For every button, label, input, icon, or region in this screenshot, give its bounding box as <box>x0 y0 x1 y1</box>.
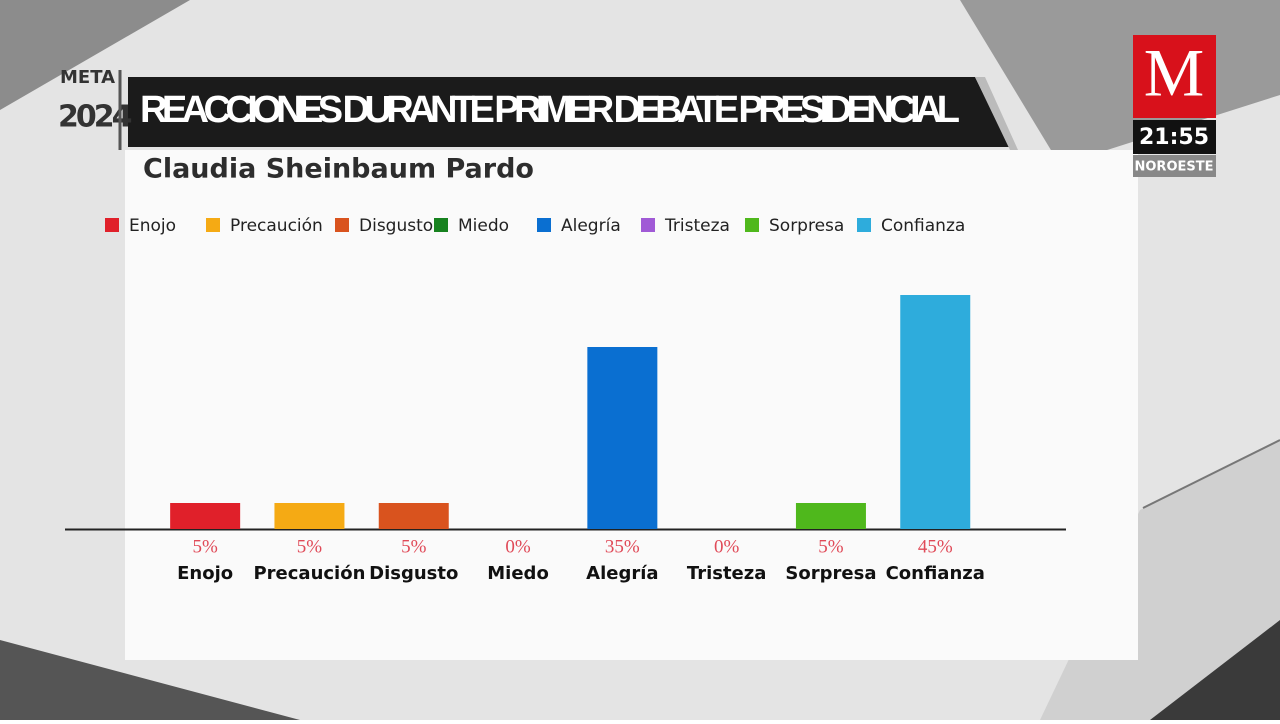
region: NOROESTE <box>1135 160 1214 175</box>
legend-label: Enojo <box>129 216 176 236</box>
channel-logo: M <box>1144 35 1204 111</box>
value-label: 5% <box>818 536 844 557</box>
value-label: 0% <box>714 536 740 557</box>
x-tick-label: Miedo <box>487 563 549 584</box>
channel-logo-box <box>1133 35 1216 118</box>
x-tick-label: Sorpresa <box>785 563 876 584</box>
chart-subtitle: Claudia Sheinbaum Pardo <box>143 154 534 185</box>
legend-swatch <box>745 218 759 232</box>
legend-label: Tristeza <box>664 216 730 236</box>
decor <box>0 0 190 110</box>
bar <box>795 503 866 529</box>
legend-label: Sorpresa <box>769 216 844 236</box>
legend-swatch <box>206 218 220 232</box>
bar <box>378 503 449 529</box>
x-tick-label: Disgusto <box>369 563 458 584</box>
legend-swatch <box>434 218 448 232</box>
legend-label: Precaución <box>230 216 323 236</box>
legend-label: Confianza <box>881 216 965 236</box>
decor <box>1142 439 1280 509</box>
legend-swatch <box>537 218 551 232</box>
legend-label: Alegría <box>561 216 621 236</box>
x-tick-label: Tristeza <box>687 563 767 584</box>
value-label: 5% <box>192 536 218 557</box>
x-tick-label: Precaución <box>253 563 365 584</box>
legend-swatch <box>105 218 119 232</box>
bar <box>170 503 241 529</box>
title-bar <box>128 77 1010 147</box>
program-year: 2024 <box>58 100 132 135</box>
value-label: 5% <box>297 536 323 557</box>
chart-title: REACCIONES DURANTE PRIMER DEBATE PRESIDE… <box>140 89 960 131</box>
bar <box>900 295 971 529</box>
legend-swatch <box>857 218 871 232</box>
legend-label: Miedo <box>458 216 509 236</box>
region-box <box>1133 155 1216 177</box>
program-name: META <box>60 67 115 88</box>
legend-swatch <box>335 218 349 232</box>
value-label: 45% <box>918 536 953 557</box>
value-label: 0% <box>505 536 531 557</box>
x-tick-label: Enojo <box>177 563 233 584</box>
value-label: 35% <box>605 536 640 557</box>
legend-label: Disgusto <box>359 216 433 236</box>
legend-swatch <box>641 218 655 232</box>
x-tick-label: Alegría <box>586 563 658 584</box>
decor <box>0 640 300 720</box>
clock-box <box>1133 120 1216 154</box>
bar <box>587 347 658 529</box>
title-bar-edge <box>975 77 1018 150</box>
clock: 21:55 <box>1139 125 1209 150</box>
bar <box>274 503 345 529</box>
value-label: 5% <box>401 536 427 557</box>
decor <box>1150 620 1280 720</box>
x-tick-label: Confianza <box>886 563 985 584</box>
